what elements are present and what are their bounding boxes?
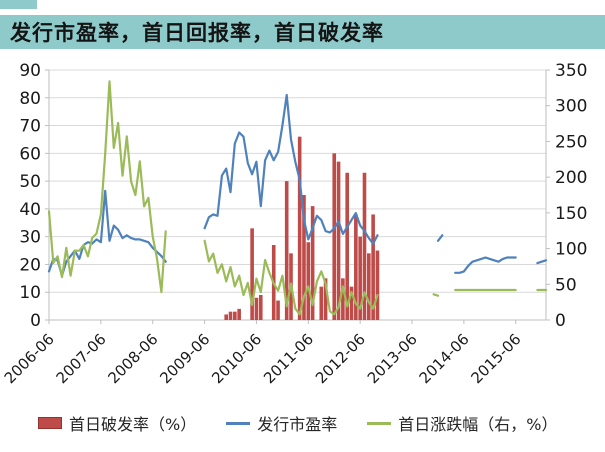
legend-item-0: 首日破发率（%） (38, 411, 196, 435)
legend-label: 首日涨跌幅（右，%） (398, 415, 558, 434)
svg-text:300: 300 (555, 97, 587, 117)
x-axis-labels: 2006-062007-062008-062009-062010-062011-… (1, 330, 525, 387)
right-axis-labels: 0 50 100 150 200 250 300 350 (555, 61, 587, 331)
line-swatch-icon (226, 421, 251, 425)
svg-text:2015-06: 2015-06 (468, 330, 525, 387)
bar-series (224, 136, 380, 320)
svg-text:50: 50 (555, 275, 577, 295)
gridlines (48, 69, 547, 321)
legend-item-2: 首日涨跌幅（右，%） (367, 411, 557, 435)
svg-text:50: 50 (19, 172, 41, 192)
svg-text:2006-06: 2006-06 (1, 330, 58, 387)
line-swatch-icon (367, 421, 392, 425)
svg-text:2012-06: 2012-06 (312, 330, 369, 387)
svg-text:100: 100 (555, 240, 587, 260)
svg-text:2013-06: 2013-06 (364, 330, 421, 387)
svg-text:80: 80 (19, 89, 41, 109)
svg-text:70: 70 (19, 117, 41, 137)
svg-text:60: 60 (19, 144, 41, 164)
svg-text:150: 150 (555, 204, 587, 224)
svg-text:200: 200 (555, 168, 587, 188)
legend-item-1: 发行市盈率 (226, 411, 337, 435)
chart-title-bar: 发行市盈率，首日回报率，首日破发率 (0, 15, 605, 49)
pe-line-series (47, 93, 548, 277)
bar-swatch-icon (38, 417, 62, 429)
svg-text:20: 20 (19, 255, 41, 275)
svg-text:2008-06: 2008-06 (104, 330, 161, 387)
legend: 首日破发率（%） 发行市盈率 首日涨跌幅（右，%） (38, 408, 578, 438)
gain-line-series (47, 80, 548, 316)
top-left-accent (0, 0, 37, 9)
svg-text:2007-06: 2007-06 (53, 330, 110, 387)
svg-text:0: 0 (555, 311, 566, 331)
svg-text:0: 0 (30, 311, 41, 331)
svg-text:90: 90 (19, 61, 41, 81)
svg-text:10: 10 (19, 283, 41, 303)
svg-text:2014-06: 2014-06 (416, 330, 473, 387)
left-axis-labels: 0 10 20 30 40 50 60 70 80 90 (19, 61, 41, 331)
svg-text:350: 350 (555, 61, 587, 81)
svg-text:2011-06: 2011-06 (260, 330, 317, 387)
svg-text:30: 30 (19, 228, 41, 248)
svg-text:250: 250 (555, 132, 587, 152)
svg-text:40: 40 (19, 200, 41, 220)
legend-label: 发行市盈率 (257, 415, 338, 434)
legend-label: 首日破发率（%） (69, 415, 197, 434)
svg-text:2010-06: 2010-06 (208, 330, 265, 387)
svg-text:2009-06: 2009-06 (156, 330, 213, 387)
tick-marks (45, 69, 550, 324)
chart-title: 发行市盈率，首日回报率，首日破发率 (10, 21, 384, 45)
